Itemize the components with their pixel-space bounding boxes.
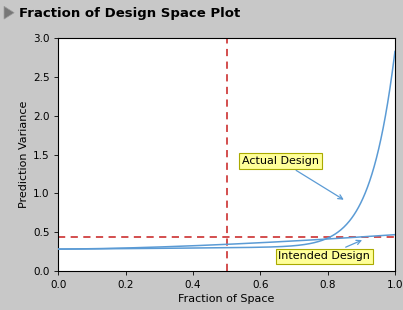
Text: Fraction of Design Space Plot: Fraction of Design Space Plot	[19, 7, 241, 20]
Text: Actual Design: Actual Design	[242, 156, 343, 199]
Polygon shape	[4, 7, 14, 19]
Y-axis label: Prediction Variance: Prediction Variance	[19, 101, 29, 208]
X-axis label: Fraction of Space: Fraction of Space	[179, 294, 275, 304]
Text: Intended Design: Intended Design	[278, 240, 370, 261]
